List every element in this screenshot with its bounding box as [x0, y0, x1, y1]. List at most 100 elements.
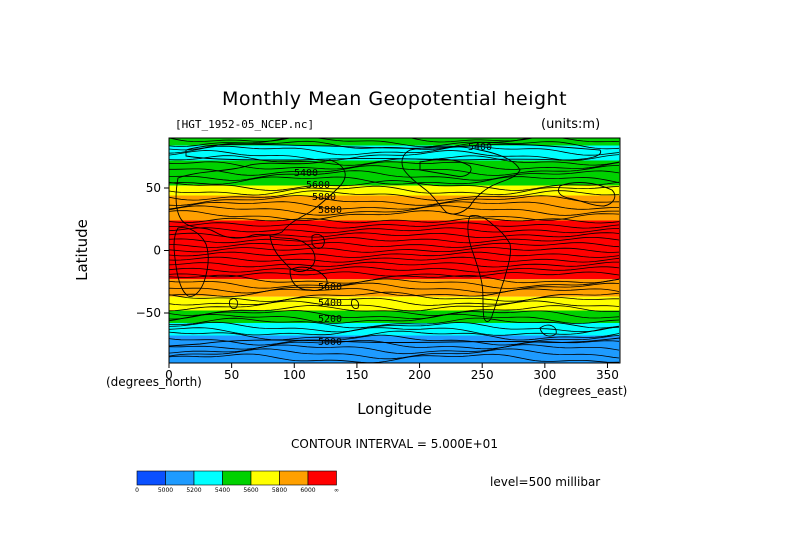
contour-line-21 [169, 236, 620, 244]
x-tick-label-1: 50 [224, 368, 239, 382]
colorbar-label-3: 5400 [215, 487, 230, 494]
contour-line-42 [169, 330, 620, 341]
contour-line-30 [169, 278, 620, 289]
contour-line-29 [169, 274, 620, 284]
colorbar-swatch-0 [136, 470, 166, 486]
x-axis-ticks: 0 50 100 150 200 250 300 350 [165, 363, 619, 382]
x-axis-label: Longitude [357, 400, 432, 418]
level-label: level=500 millibar [490, 475, 601, 489]
contour-line-5 [169, 155, 620, 166]
x-tick-label-5: 250 [471, 368, 494, 382]
colorbar-label-0: 0 [135, 487, 139, 494]
contour-lines [169, 138, 620, 363]
contour-line-14 [169, 201, 619, 210]
contour-line-41 [169, 326, 620, 336]
x-tick-label-2: 100 [283, 368, 306, 382]
coastlines [169, 143, 620, 363]
contour-line-24 [169, 251, 620, 258]
contour-line-22 [169, 242, 620, 248]
contour-label-1: 5400 [294, 168, 318, 179]
colorbar-swatch-3 [222, 470, 252, 486]
contour-line-39 [169, 317, 620, 329]
contour-line-16 [169, 210, 620, 221]
contour-line-44 [169, 340, 620, 350]
x-tick-label-4: 200 [408, 368, 431, 382]
contour-line-15 [169, 205, 619, 216]
contour-line-12 [169, 190, 620, 201]
contour-line-17 [169, 217, 620, 224]
contour-line-37 [169, 310, 620, 320]
file-label: [HGT_1952-05_NCEP.nc] [175, 118, 315, 131]
y-axis-ticks: 50 0 −50 [136, 181, 169, 320]
height-band-6 [169, 279, 620, 297]
contour-line-9 [169, 176, 620, 185]
contour-line-43 [169, 334, 620, 346]
colorbar-label-7: ∞ [334, 487, 339, 494]
contour-label-3: 5800 [312, 192, 336, 203]
contour-label-2: 5600 [306, 180, 330, 191]
contour-line-23 [169, 247, 620, 253]
colorbar-label-6: 6000 [300, 487, 315, 494]
height-band-8 [169, 310, 620, 323]
contour-line-4 [169, 150, 620, 161]
height-band-0 [169, 138, 620, 146]
contour-label-6: 5400 [318, 298, 342, 309]
height-band-9 [169, 323, 620, 336]
contour-line-34 [169, 296, 619, 306]
contour-line-31 [169, 282, 620, 294]
y-tick-label-0: 50 [146, 181, 161, 195]
contour-line-46 [169, 348, 620, 360]
contour-line-38 [169, 313, 620, 325]
colorbar-swatch-5 [279, 470, 309, 486]
y-axis-label: Latitude [73, 219, 91, 281]
contour-label-4: 5800 [318, 205, 342, 216]
contour-line-26 [169, 261, 619, 268]
y-tick-label-2: −50 [136, 306, 161, 320]
x-tick-label-6: 300 [533, 368, 556, 382]
colorbar-label-4: 5600 [243, 487, 258, 494]
contour-label-5: 5600 [318, 282, 342, 293]
contour-line-10 [169, 180, 620, 191]
contour-line-33 [169, 291, 620, 302]
contour-label-0: 5400 [468, 142, 492, 153]
contour-line-3 [169, 145, 620, 156]
height-band-3 [169, 185, 620, 196]
contour-line-18 [169, 222, 620, 229]
contour-label-8: 5000 [318, 337, 342, 348]
colorbar-swatch-2 [193, 470, 223, 486]
x-tick-label-3: 150 [345, 368, 368, 382]
contour-line-32 [169, 288, 620, 297]
contour-line-0 [169, 138, 535, 143]
contour-line-8 [169, 170, 620, 181]
contour-line-45 [169, 344, 620, 355]
contour-line-35 [169, 300, 620, 312]
colorbar-label-1: 5000 [158, 487, 173, 494]
colorbar-swatch-6 [307, 470, 337, 486]
contour-line-40 [169, 321, 620, 333]
contour-line-13 [169, 195, 620, 206]
colorbar-label-2: 5200 [186, 487, 201, 494]
y-axis-units: (degrees_north) [106, 375, 202, 389]
colorbar-swatch-4 [250, 470, 280, 486]
contour-line-2 [169, 140, 620, 151]
colorbar-swatch-1 [165, 470, 195, 486]
height-band-2 [169, 160, 620, 186]
contour-line-7 [169, 165, 619, 176]
colorbar: 0 5000 5200 5400 5600 5800 6000 ∞ [135, 470, 339, 494]
contour-label-7: 5200 [318, 314, 342, 325]
x-axis-units: (degrees_east) [538, 384, 628, 398]
contour-line-25 [169, 256, 620, 263]
contour-line-47 [169, 353, 620, 363]
x-tick-label-7: 350 [596, 368, 619, 382]
contour-interval-label: CONTOUR INTERVAL = 5.000E+01 [291, 437, 498, 451]
x-tick-label-0: 0 [165, 368, 173, 382]
units-label: (units:m) [541, 117, 601, 132]
colorbar-label-5: 5800 [272, 487, 287, 494]
contour-line-27 [169, 266, 620, 273]
chart-title: Monthly Mean Geopotential height [221, 88, 568, 110]
contour-line-11 [169, 185, 620, 196]
contour-line-19 [169, 227, 620, 234]
contour-line-36 [169, 305, 620, 316]
